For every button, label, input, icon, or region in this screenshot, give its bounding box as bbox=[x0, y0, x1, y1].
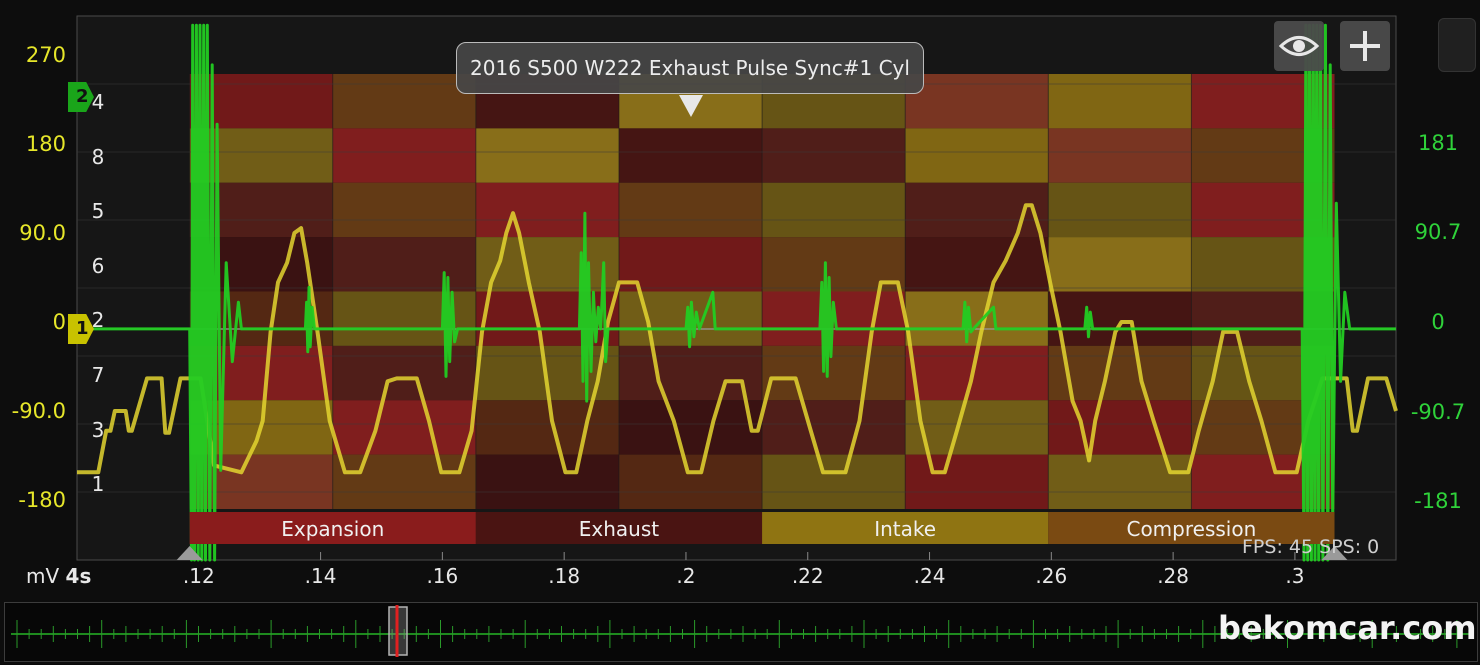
heatmap-cell bbox=[905, 237, 1049, 292]
heatmap-cell bbox=[475, 128, 619, 183]
heatmap-cell bbox=[332, 400, 476, 455]
eye-icon bbox=[1278, 36, 1320, 56]
overview-trace bbox=[11, 605, 1471, 657]
unit-timebase[interactable]: mV 4s bbox=[26, 564, 91, 588]
side-panel-handle[interactable] bbox=[1438, 18, 1476, 72]
trace-channel-2 bbox=[77, 23, 1396, 562]
heatmap-cell bbox=[1048, 237, 1192, 292]
trigger-marker bbox=[1321, 546, 1348, 560]
phase-band-compression bbox=[1048, 512, 1335, 544]
heatmap-cell bbox=[332, 182, 476, 238]
add-channel-button[interactable] bbox=[1340, 21, 1390, 71]
scope-plot[interactable] bbox=[0, 0, 1480, 600]
heatmap-cell bbox=[762, 182, 906, 238]
heatmap-cell bbox=[618, 182, 763, 238]
watermark: bekomcar.com bbox=[1218, 609, 1477, 647]
heatmap-cell bbox=[475, 182, 619, 238]
heatmap-cell bbox=[1048, 291, 1192, 346]
visibility-button[interactable] bbox=[1274, 21, 1324, 71]
unit-label: mV bbox=[26, 564, 60, 588]
timebase-label: 4s bbox=[65, 564, 92, 588]
heatmap-cell bbox=[618, 400, 763, 455]
fps-sps-status: FPS: 45 SPS: 0 bbox=[1242, 535, 1379, 559]
heatmap-cell bbox=[905, 182, 1049, 238]
heatmap-cell bbox=[762, 454, 906, 509]
heatmap-cell bbox=[762, 128, 906, 183]
heatmap-cell bbox=[762, 345, 906, 401]
heatmap-cell bbox=[905, 291, 1049, 346]
heatmap-cell bbox=[1048, 74, 1192, 129]
trace-title: 2016 S500 W222 Exhaust Pulse Sync#1 Cyl bbox=[456, 42, 924, 94]
phase-band-expansion bbox=[189, 512, 476, 544]
heatmap-cell bbox=[905, 454, 1049, 509]
heatmap-cell bbox=[762, 400, 906, 455]
heatmap-cell bbox=[618, 345, 763, 401]
heatmap-cell bbox=[332, 74, 476, 129]
phase-band-intake bbox=[762, 512, 1049, 544]
heatmap-cell bbox=[475, 400, 619, 455]
heatmap-cell bbox=[905, 128, 1049, 183]
heatmap-cell bbox=[618, 237, 763, 292]
heatmap-cell bbox=[1048, 454, 1192, 509]
heatmap-cell bbox=[475, 454, 619, 509]
heatmap-cell bbox=[618, 454, 763, 509]
heatmap-cell bbox=[332, 237, 476, 292]
trigger-marker bbox=[176, 546, 203, 560]
plus-icon bbox=[1350, 31, 1380, 61]
heatmap-cell bbox=[332, 128, 476, 183]
heatmap-cell bbox=[905, 74, 1049, 129]
heatmap-cell bbox=[618, 128, 763, 183]
sps-readout: SPS: 0 bbox=[1319, 536, 1380, 558]
fps-readout: FPS: 45 bbox=[1242, 536, 1314, 558]
title-pointer bbox=[679, 95, 703, 117]
heatmap-cell bbox=[332, 454, 476, 509]
heatmap-cell bbox=[332, 345, 476, 401]
heatmap-cell bbox=[1048, 400, 1192, 455]
heatmap-cell bbox=[1048, 128, 1192, 183]
heatmap-cell bbox=[905, 400, 1049, 455]
heatmap-cell bbox=[1048, 182, 1192, 238]
trace-channel-1 bbox=[77, 203, 1398, 475]
phase-band-exhaust bbox=[475, 512, 763, 544]
overview-navigator[interactable] bbox=[4, 602, 1478, 662]
